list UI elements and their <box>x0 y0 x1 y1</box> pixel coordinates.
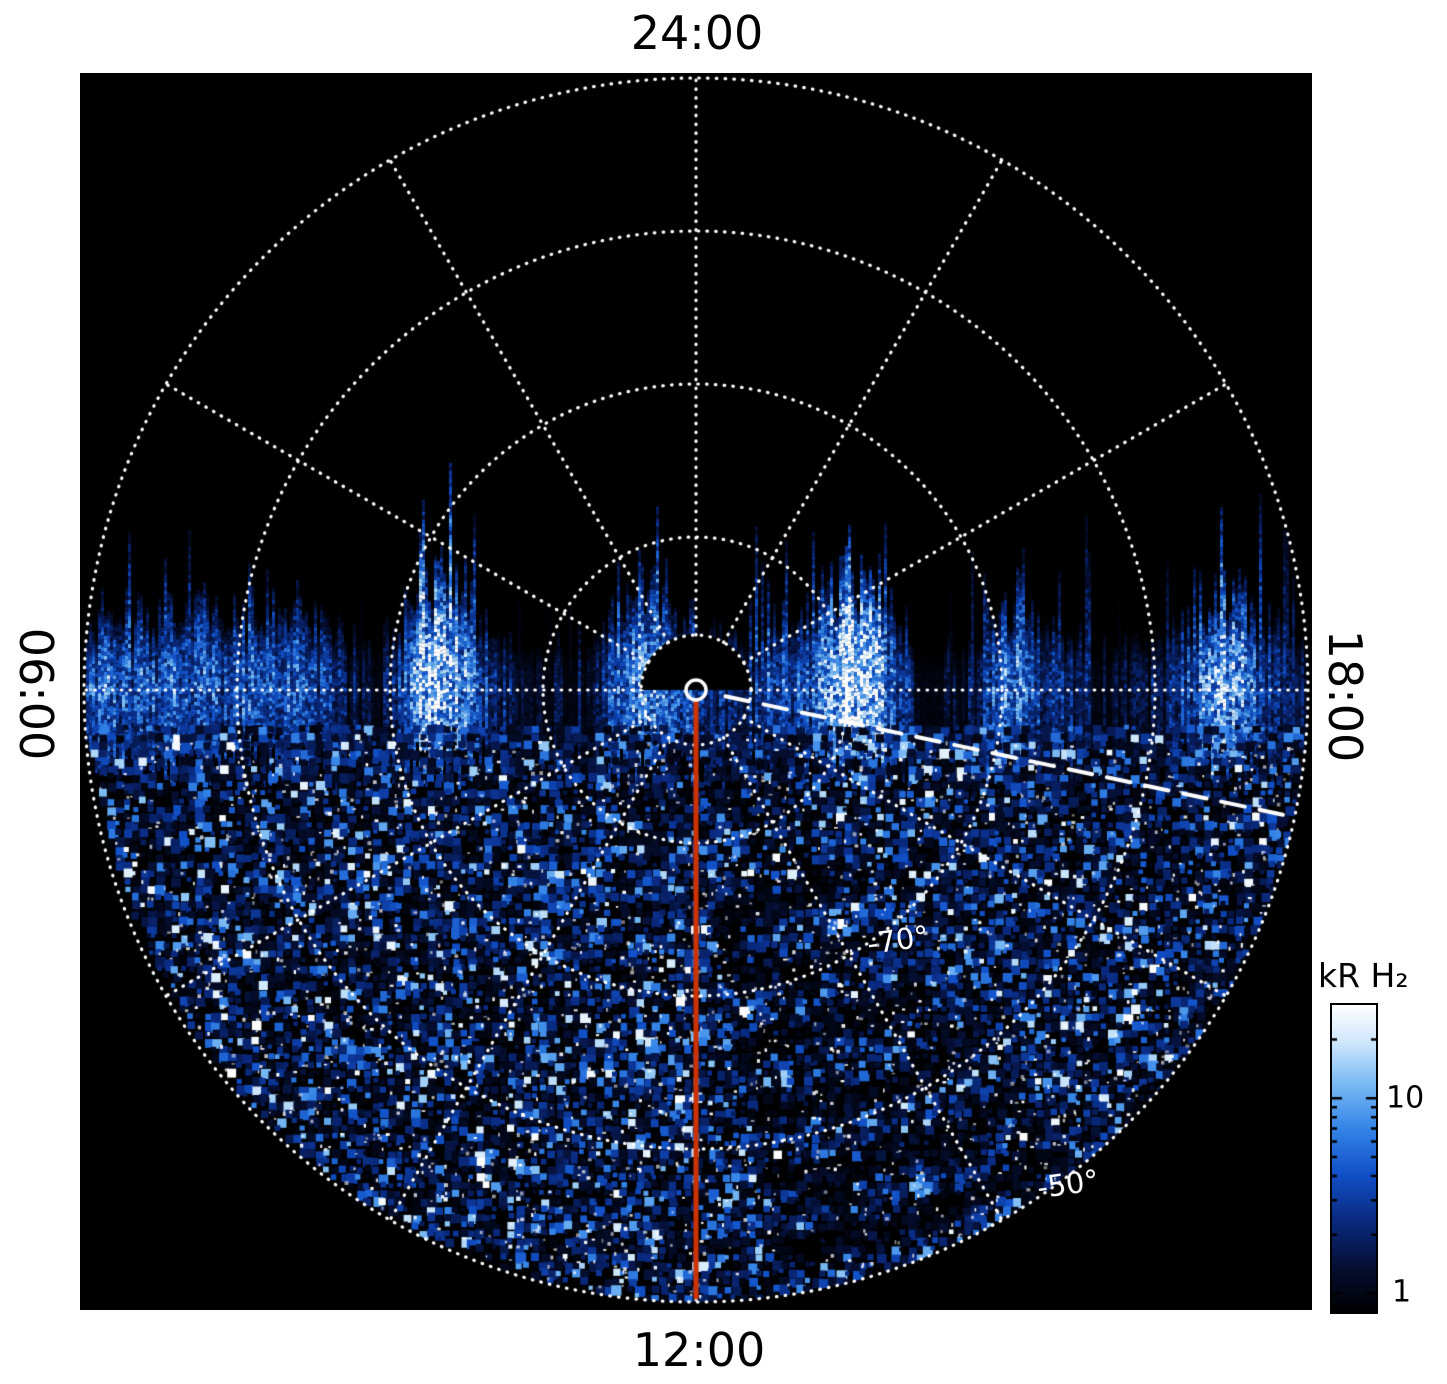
colorbar-gradient <box>1330 1003 1378 1314</box>
colorbar-title: kR H₂ <box>1318 956 1409 995</box>
time-label-bottom-1200: 12:00 <box>632 1323 766 1377</box>
time-label-top-2400: 24:00 <box>630 6 764 60</box>
time-label-right-1800: 18:00 <box>1318 629 1372 763</box>
colorbar-tick-label-10: 10 <box>1386 1080 1425 1116</box>
colorbar-tick-label-1: 1 <box>1392 1274 1412 1310</box>
colorbar: kR H₂ 10 1 <box>1318 956 1424 1314</box>
time-label-left-0600: 06:00 <box>9 627 63 761</box>
polar-heatmap-canvas <box>80 73 1312 1310</box>
